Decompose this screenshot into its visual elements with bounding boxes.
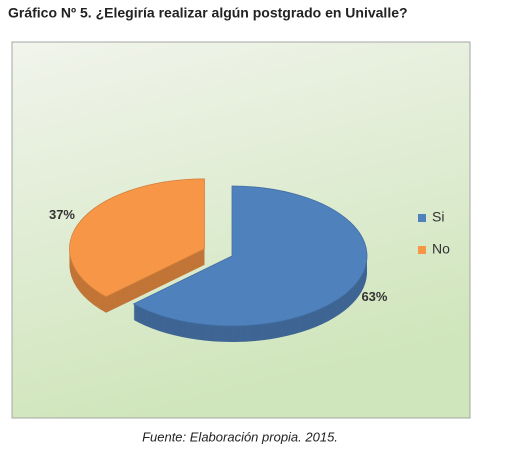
legend-label: Si	[432, 209, 444, 225]
pie-slice	[132, 185, 368, 327]
pie-slice	[69, 178, 205, 298]
legend-label: No	[432, 241, 450, 257]
data-label: 37%	[49, 207, 75, 222]
chart-title: Gráfico Nº 5. ¿Elegiría realizar algún p…	[8, 5, 408, 21]
data-label: 63%	[361, 289, 387, 304]
source-note: Fuente: Elaboración propia. 2015.	[142, 429, 338, 444]
legend-swatch	[418, 214, 426, 222]
legend-swatch	[418, 246, 426, 254]
